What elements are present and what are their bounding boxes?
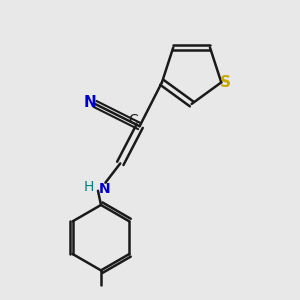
Text: C: C bbox=[128, 113, 138, 127]
Text: S: S bbox=[220, 75, 231, 90]
Text: N: N bbox=[83, 95, 96, 110]
Text: H: H bbox=[84, 180, 94, 194]
Text: N: N bbox=[99, 182, 110, 196]
